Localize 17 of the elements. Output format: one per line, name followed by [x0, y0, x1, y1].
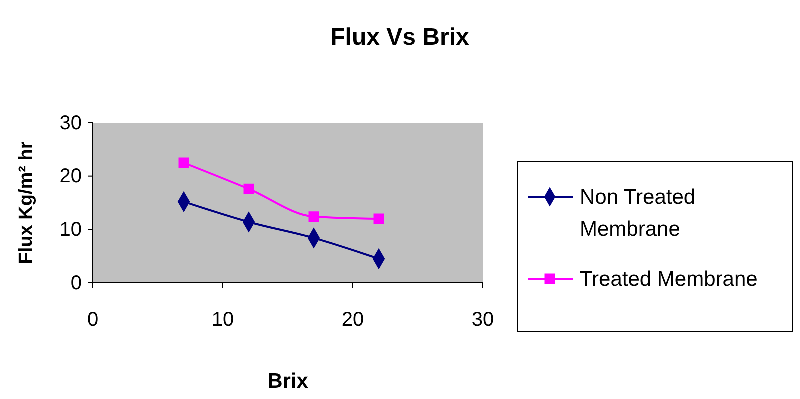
- y-tick-label: 20: [60, 166, 82, 188]
- y-tick-label: 10: [60, 219, 82, 242]
- legend-label: Treated Membrane: [580, 268, 758, 291]
- x-axis-title: Brix: [268, 370, 309, 393]
- y-tick-label: 0: [70, 272, 82, 294]
- point: [178, 158, 190, 168]
- x-tick-label: 30: [472, 309, 494, 332]
- y-tick-label: 30: [60, 112, 82, 134]
- legend-label: Non Treated Membrane: [580, 186, 696, 241]
- x-tick-label: 0: [87, 309, 99, 332]
- x-tick-label: 10: [212, 309, 234, 332]
- x-tick-label: 20: [342, 309, 364, 332]
- y-axis-title: Flux Kg/m² hr: [16, 141, 37, 264]
- point: [374, 214, 384, 224]
- point: [244, 184, 254, 194]
- chart-title: Flux Vs Brix: [330, 24, 470, 51]
- point: [308, 212, 320, 222]
